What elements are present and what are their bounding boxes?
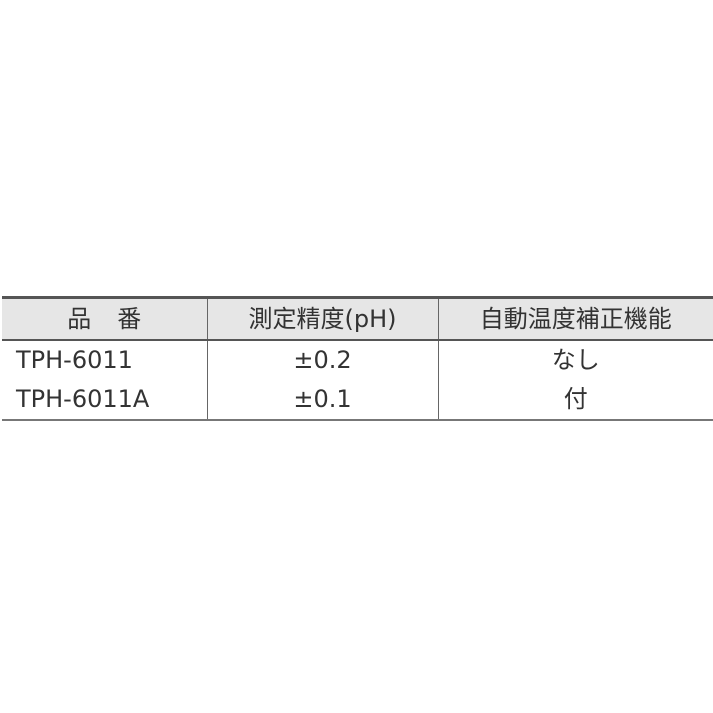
cell-model: TPH-6011 xyxy=(16,346,133,374)
cell-accuracy: ±0.2 xyxy=(206,339,438,380)
spec-table: 品番 測定精度(pH) 自動温度補正機能 TPH-6011 ±0.2 なし TP… xyxy=(2,296,713,421)
table-row: TPH-6011A ±0.1 付 xyxy=(2,379,713,420)
cell-model: TPH-6011A xyxy=(16,385,150,413)
header-model-number: 品番 xyxy=(67,304,168,333)
cell-accuracy: ±0.1 xyxy=(206,379,438,420)
header-accuracy: 測定精度(pH) xyxy=(206,297,438,340)
cell-temp-compensation: 付 xyxy=(437,379,713,420)
header-row: 品番 測定精度(pH) 自動温度補正機能 xyxy=(2,297,713,340)
table-row: TPH-6011 ±0.2 なし xyxy=(2,339,713,380)
header-temp-compensation: 自動温度補正機能 xyxy=(437,297,713,340)
cell-temp-compensation: なし xyxy=(437,339,713,380)
